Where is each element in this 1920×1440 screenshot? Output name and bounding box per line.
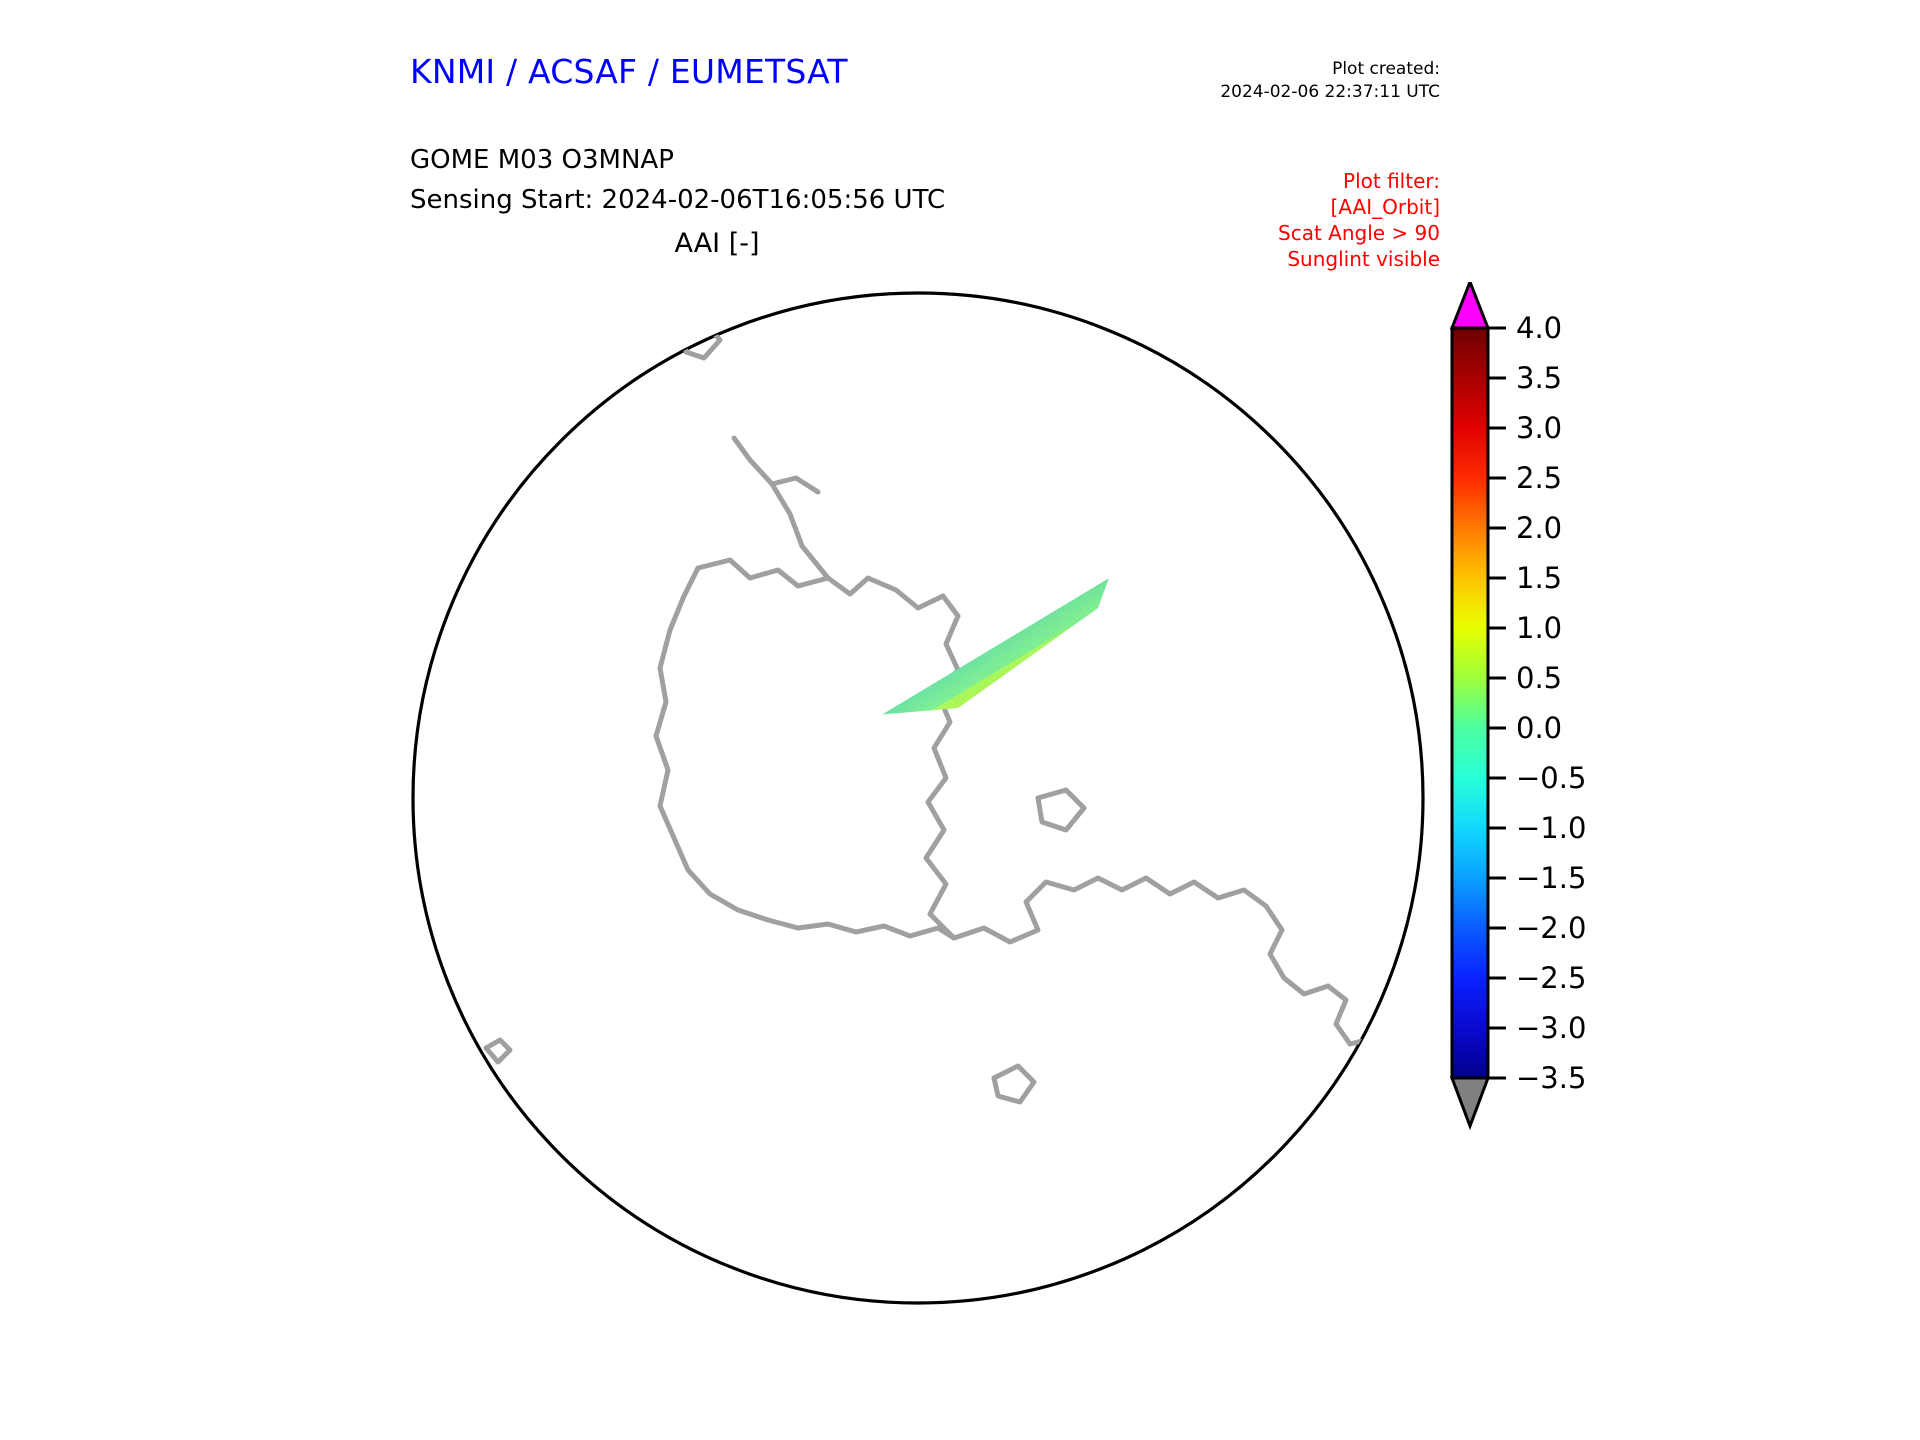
colorbar-over-arrow: [1449, 282, 1491, 330]
colorbar-tick-label: 3.5: [1516, 361, 1563, 395]
plot-filter-annotation: Plot filter: [AAI_Orbit] Scat Angle > 90…: [1278, 169, 1440, 271]
antarctica-coastline: [483, 303, 1395, 1105]
colorbar: 4.0 3.5 3.0 2.5 2.0 1.5 1.0 0.5 0.0 −0.5…: [1440, 282, 1650, 1322]
colorbar-tick-label: −0.5: [1516, 761, 1587, 795]
colorbar-tick-label: 4.0: [1516, 311, 1563, 345]
colorbar-tick-label: −2.0: [1516, 911, 1587, 945]
colorbar-tick-label: −1.0: [1516, 811, 1587, 845]
product-name: GOME M03 O3MNAP: [410, 145, 674, 175]
colorbar-tick-label: −3.0: [1516, 1011, 1587, 1045]
colorbar-tick-label: 1.0: [1516, 611, 1563, 645]
colorbar-svg: [1449, 282, 1506, 1131]
colorbar-ticks: [1488, 326, 1506, 1080]
sensing-start: Sensing Start: 2024-02-06T16:05:56 UTC: [410, 185, 946, 215]
colorbar-tick-label: 2.0: [1516, 511, 1563, 545]
colorbar-tick-label: 3.0: [1516, 411, 1563, 445]
colorbar-tick-label: 1.5: [1516, 561, 1563, 595]
polar-map-svg: [411, 291, 1425, 1305]
colorbar-tick-label: 2.5: [1516, 461, 1563, 495]
product-metadata: GOME M03 O3MNAP Sensing Start: 2024-02-0…: [410, 140, 945, 220]
map-plot-area: [398, 278, 1438, 1318]
colorbar-gradient: [1450, 326, 1490, 1080]
colorbar-under-arrow: [1449, 1076, 1491, 1131]
colorbar-tick-label: −3.5: [1516, 1061, 1587, 1095]
globe-boundary-circle: [411, 291, 1425, 1305]
organization-header: KNMI / ACSAF / EUMETSAT: [410, 52, 848, 91]
plot-title: AAI [-]: [674, 228, 760, 259]
colorbar-tick-label: −2.5: [1516, 961, 1587, 995]
colorbar-tick-label: 0.5: [1516, 661, 1563, 695]
colorbar-tick-label: 0.0: [1516, 711, 1563, 745]
colorbar-tick-label: −1.5: [1516, 861, 1587, 895]
plot-created-timestamp: Plot created: 2024-02-06 22:37:11 UTC: [1220, 59, 1440, 102]
